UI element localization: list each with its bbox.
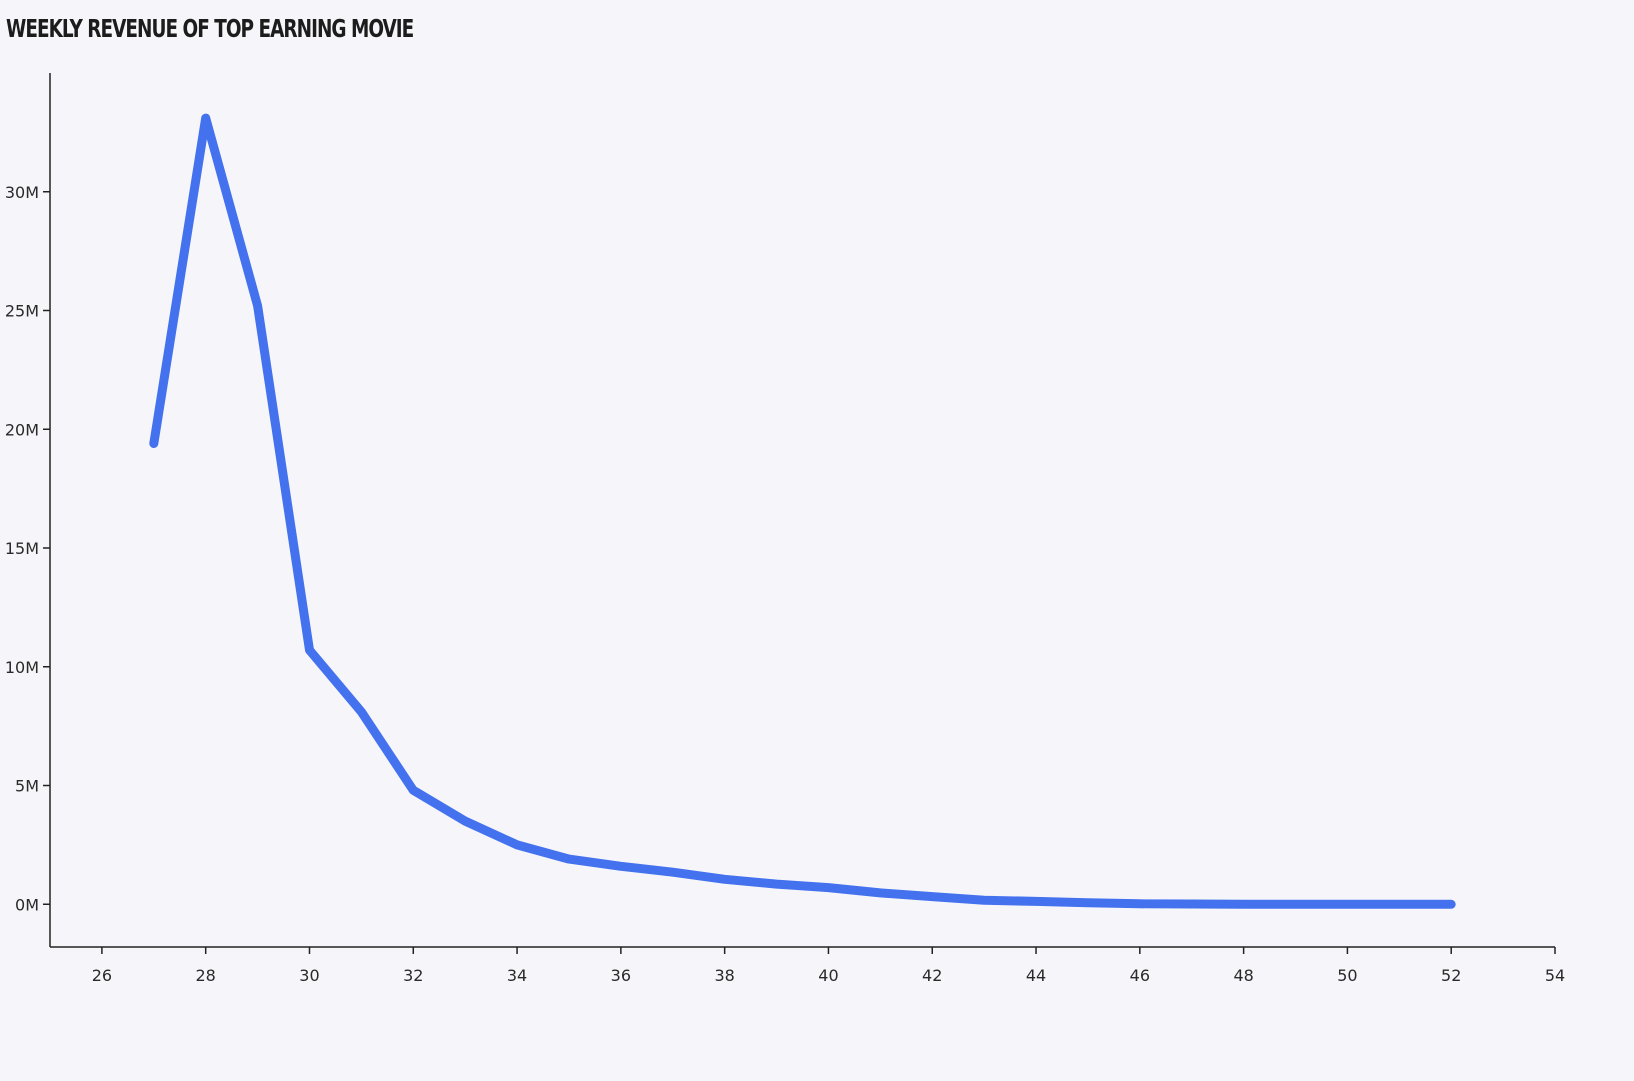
x-tick-label: 38 (714, 966, 734, 985)
y-tick-label: 10M (5, 658, 39, 677)
y-tick-label: 20M (5, 420, 39, 439)
x-tick-label: 26 (92, 966, 112, 985)
y-axis: 0M 5M 10M 15M 20M 25M 30M (5, 73, 51, 947)
x-tick-label: 32 (403, 966, 423, 985)
x-tick-label: 48 (1233, 966, 1253, 985)
y-tick-label: 30M (5, 183, 39, 202)
x-tick-label: 42 (922, 966, 942, 985)
x-tick-label: 46 (1130, 966, 1150, 985)
x-tick-label: 28 (196, 966, 216, 985)
y-tick-label: 0M (15, 895, 39, 914)
x-tick-label: 34 (507, 966, 527, 985)
x-tick-label: 50 (1337, 966, 1357, 985)
y-tick-label: 5M (15, 777, 39, 796)
x-tick-label: 30 (299, 966, 319, 985)
x-axis: 26 28 30 32 34 36 38 40 42 44 46 48 50 52 54 (50, 946, 1565, 985)
x-tick-label: 54 (1545, 966, 1565, 985)
x-tick-label: 52 (1441, 966, 1461, 985)
series-line (149, 113, 1456, 909)
y-tick-label: 15M (5, 539, 39, 558)
y-tick-label: 25M (5, 302, 39, 321)
x-tick-label: 40 (818, 966, 838, 985)
x-tick-label: 44 (1026, 966, 1046, 985)
series-layer (149, 113, 1456, 909)
chart-title: Weekly Revenue of Top Earning Movie (6, 14, 414, 43)
x-tick-label: 36 (611, 966, 631, 985)
